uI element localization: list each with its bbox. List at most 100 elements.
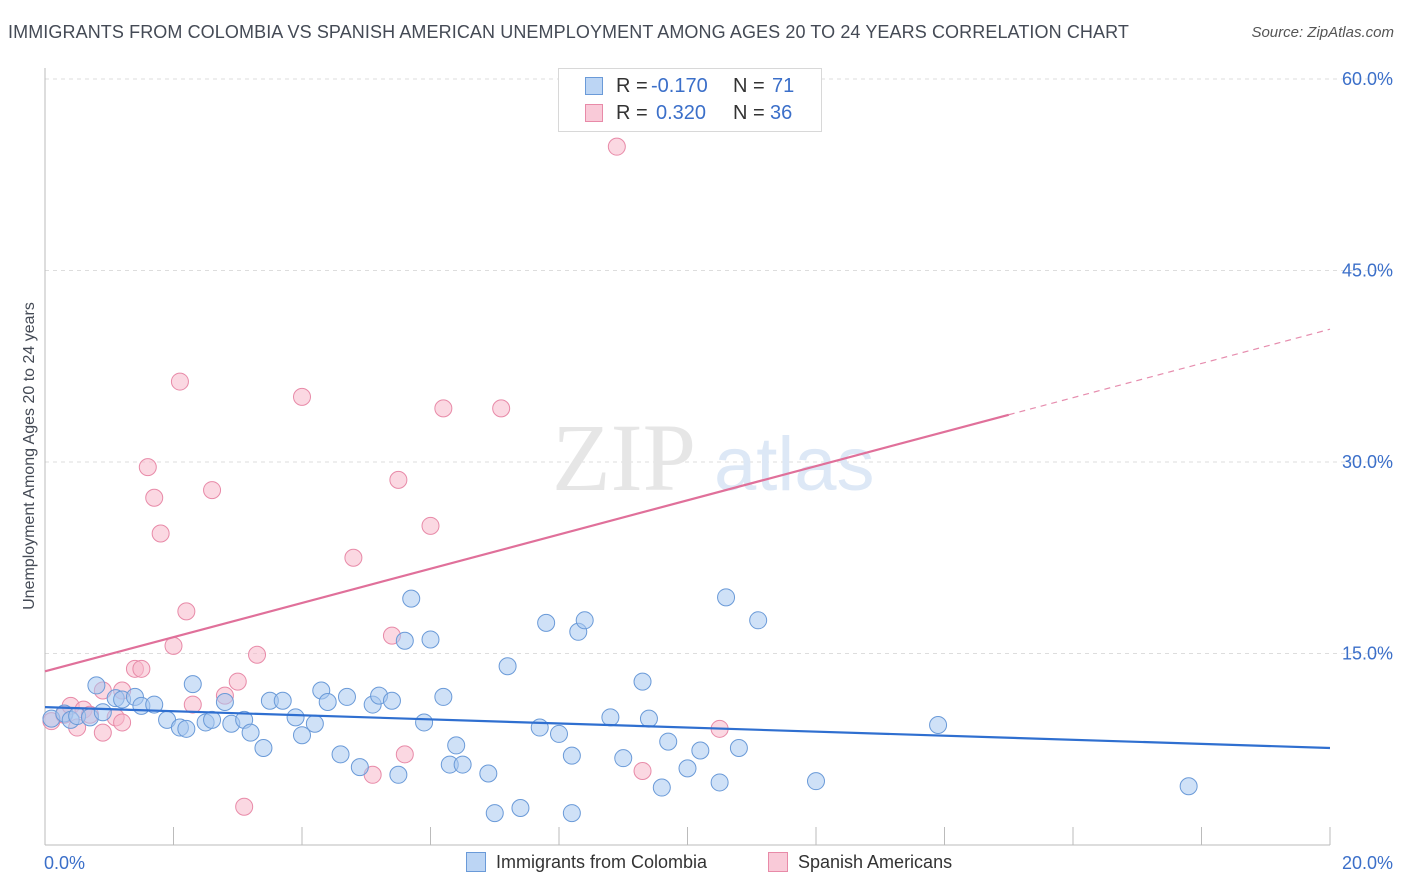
- legend-r-label: R =: [616, 102, 648, 124]
- legend-swatch-colombia: [585, 77, 603, 95]
- data-point-colombia: [177, 719, 196, 738]
- legend-n-label: N =: [733, 75, 765, 97]
- data-point-colombia: [305, 714, 324, 733]
- legend-n-value: 36: [770, 102, 793, 124]
- data-point-colombia: [749, 611, 768, 630]
- data-point-spanish: [177, 602, 196, 621]
- bottom-legend-swatch-colombia: [466, 852, 486, 872]
- data-point-spanish: [434, 399, 453, 418]
- data-point-colombia: [562, 804, 581, 823]
- data-point-colombia: [710, 773, 729, 792]
- y-tick-label: 15.0%: [1342, 644, 1393, 664]
- chart-title: IMMIGRANTS FROM COLOMBIA VS SPANISH AMER…: [8, 22, 1130, 42]
- data-point-colombia: [511, 798, 530, 817]
- data-point-colombia: [286, 708, 305, 727]
- data-point-colombia: [691, 741, 710, 760]
- data-point-spanish: [607, 137, 626, 156]
- trend-line-colombia: [44, 706, 1331, 750]
- data-point-colombia: [639, 709, 658, 728]
- data-point-colombia: [614, 749, 633, 768]
- data-point-colombia: [318, 693, 337, 712]
- legend-r-value: 0.320: [656, 102, 707, 124]
- data-point-spanish: [389, 470, 408, 489]
- data-point-spanish: [113, 713, 132, 732]
- trend-line-spanish: [44, 413, 1010, 673]
- bottom-legend-colombia: Immigrants from Colombia: [466, 852, 707, 873]
- data-point-colombia: [273, 691, 292, 710]
- data-point-colombia: [717, 588, 736, 607]
- data-point-colombia: [421, 630, 440, 649]
- y-tick-label: 45.0%: [1342, 261, 1393, 281]
- data-point-spanish: [395, 745, 414, 764]
- data-point-colombia: [453, 755, 472, 774]
- data-point-spanish: [151, 524, 170, 543]
- y-tick-label: 60.0%: [1342, 69, 1393, 89]
- legend: R = -0.170 N = 71 R = 0.320 N = 36: [558, 68, 822, 132]
- data-point-colombia: [337, 687, 356, 706]
- data-point-colombia: [447, 736, 466, 755]
- data-point-colombia: [93, 703, 112, 722]
- data-point-colombia: [434, 687, 453, 706]
- data-point-colombia: [537, 613, 556, 632]
- watermark: ZIP atlas: [552, 404, 875, 511]
- bottom-legend-spanish: Spanish Americans: [768, 852, 952, 873]
- data-point-colombia: [183, 675, 202, 694]
- legend-n-value: 71: [772, 75, 795, 97]
- trend-line-spanish-extension: [1008, 328, 1331, 416]
- data-point-colombia: [601, 708, 620, 727]
- legend-r-label: R =: [616, 75, 648, 97]
- series-colombia: [42, 588, 1198, 823]
- data-point-colombia: [929, 715, 948, 734]
- legend-swatch-spanish: [585, 104, 603, 122]
- data-point-spanish: [633, 761, 652, 780]
- data-point-colombia: [215, 693, 234, 712]
- data-point-spanish: [344, 548, 363, 567]
- data-point-colombia: [254, 738, 273, 757]
- data-point-colombia: [575, 611, 594, 630]
- data-point-colombia: [729, 738, 748, 757]
- data-point-spanish: [138, 458, 157, 477]
- data-point-colombia: [498, 657, 517, 676]
- legend-r-value: -0.170: [651, 75, 708, 97]
- data-point-spanish: [492, 399, 511, 418]
- y-tick-label: 30.0%: [1342, 452, 1393, 472]
- data-point-spanish: [235, 797, 254, 816]
- source-credit: Source: ZipAtlas.com: [1251, 24, 1394, 41]
- data-point-spanish: [293, 387, 311, 406]
- data-point-spanish: [203, 481, 222, 500]
- data-point-colombia: [145, 695, 164, 714]
- x-tick-label: 20.0%: [1342, 853, 1393, 873]
- bottom-legend-swatch-spanish: [768, 852, 788, 872]
- data-point-colombia: [331, 745, 350, 764]
- data-point-spanish: [93, 723, 112, 742]
- data-point-colombia: [562, 746, 581, 765]
- data-point-colombia: [678, 759, 697, 778]
- data-point-spanish: [132, 659, 151, 678]
- trend-lines: [44, 328, 1331, 750]
- data-point-colombia: [479, 764, 498, 783]
- data-point-spanish: [183, 695, 202, 714]
- data-point-colombia: [807, 772, 825, 791]
- tick-labels: 15.0% 30.0% 45.0% 60.0% 0.0% 20.0%: [44, 69, 1393, 873]
- data-point-colombia: [389, 765, 408, 784]
- data-point-colombia: [652, 778, 671, 797]
- data-point-colombia: [87, 676, 106, 695]
- data-point-spanish: [248, 645, 267, 664]
- data-point-colombia: [659, 732, 678, 751]
- data-point-colombia: [293, 726, 311, 745]
- watermark-atlas: atlas: [714, 422, 875, 507]
- data-point-colombia: [241, 723, 260, 742]
- data-point-spanish: [164, 636, 183, 655]
- data-point-colombia: [550, 724, 568, 743]
- legend-n-label: N =: [733, 102, 765, 124]
- data-point-colombia: [415, 713, 434, 732]
- data-point-spanish: [228, 672, 247, 691]
- bottom-legend-label-spanish: Spanish Americans: [798, 852, 953, 872]
- watermark-zip: ZIP: [552, 404, 696, 511]
- data-point-spanish: [170, 372, 189, 391]
- bottom-legend-label-colombia: Immigrants from Colombia: [496, 852, 708, 872]
- x-tick-label: 0.0%: [44, 853, 85, 873]
- data-point-spanish: [421, 516, 440, 535]
- data-point-colombia: [402, 589, 421, 608]
